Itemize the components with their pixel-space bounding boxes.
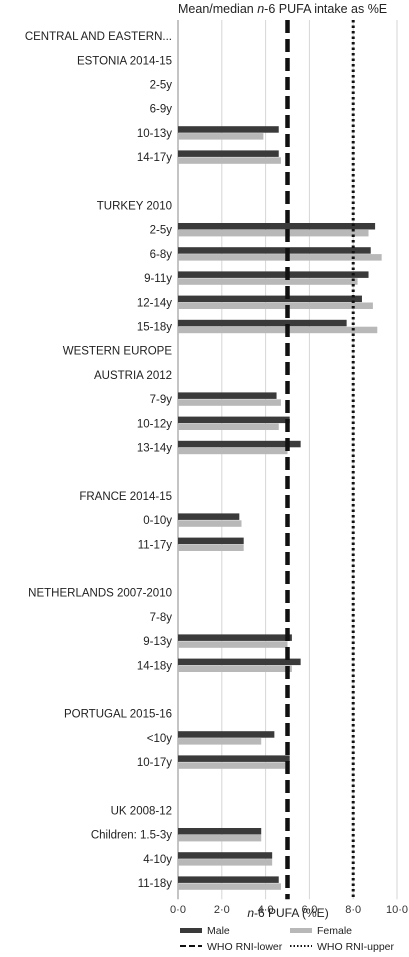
bar-male bbox=[178, 537, 244, 545]
category-label: 11-17y bbox=[138, 539, 173, 551]
bar-male bbox=[178, 247, 371, 254]
group-header: TURKEY 2010 bbox=[97, 201, 172, 213]
legend-label: Female bbox=[317, 925, 352, 937]
legend-male: Male bbox=[180, 925, 230, 937]
category-label: 10-12y bbox=[137, 418, 172, 430]
category-label: 9-13y bbox=[143, 636, 172, 648]
bar-male bbox=[178, 223, 376, 230]
bar-female bbox=[178, 447, 288, 455]
legend-who-rni-lower: WHO RNI-lower bbox=[180, 941, 283, 953]
bar-female bbox=[178, 423, 279, 430]
x-tick-labels: 0·0 2·0 4·0 6·0 8·0 10·0 bbox=[170, 904, 408, 916]
x-axis-title: n-6 PUFA (%E) bbox=[247, 906, 328, 920]
group-header: WESTERN EUROPE bbox=[63, 346, 173, 358]
bar-male bbox=[178, 295, 362, 303]
group-header: PORTUGAL 2015-16 bbox=[64, 709, 172, 721]
x-tick-label: 0·0 bbox=[170, 904, 186, 916]
bar-male bbox=[178, 852, 273, 859]
bar-male bbox=[178, 755, 290, 762]
bar-female bbox=[178, 859, 273, 866]
group-header: UK 2008-12 bbox=[111, 806, 172, 818]
category-label: 14-17y bbox=[137, 152, 172, 164]
group-header: AUSTRIA 2012 bbox=[94, 370, 172, 382]
bar-male bbox=[178, 658, 301, 666]
reference-lines bbox=[285, 20, 355, 900]
group-header: ESTONIA 2014-15 bbox=[77, 55, 172, 67]
x-tick-label: 10·0 bbox=[386, 904, 408, 916]
bar-male bbox=[178, 319, 347, 327]
bar-male bbox=[178, 392, 277, 399]
category-label: 4-10y bbox=[143, 854, 172, 866]
category-label: 12-14y bbox=[137, 297, 172, 309]
bar-male bbox=[178, 876, 279, 883]
legend-swatch bbox=[290, 928, 312, 933]
bar-female bbox=[178, 133, 264, 140]
bar-male bbox=[178, 416, 290, 424]
x-tick-label: 6·0 bbox=[301, 904, 317, 916]
legend-who-rni-upper: WHO RNI-upper bbox=[290, 941, 395, 953]
category-label: 0-10y bbox=[143, 515, 172, 527]
category-label: 6-8y bbox=[150, 249, 173, 261]
legend-label: WHO RNI-lower bbox=[207, 941, 283, 953]
bar-female bbox=[178, 883, 281, 890]
legend-label: WHO RNI-upper bbox=[317, 941, 395, 953]
category-label: 2-5y bbox=[150, 80, 173, 92]
legend-label: Male bbox=[207, 925, 230, 937]
x-tick-label: 8·0 bbox=[345, 904, 361, 916]
bar-female bbox=[178, 302, 373, 309]
bar-male bbox=[178, 731, 275, 738]
bar-female bbox=[178, 641, 288, 648]
category-label: 2-5y bbox=[150, 225, 173, 237]
category-label: 9-11y bbox=[144, 273, 172, 285]
legend-female: Female bbox=[290, 925, 352, 937]
bar-female bbox=[178, 738, 262, 745]
category-label: 10-17y bbox=[137, 757, 172, 769]
bar-female bbox=[178, 520, 242, 527]
category-label: 15-18y bbox=[137, 322, 172, 334]
group-header: NETHERLANDS 2007-2010 bbox=[28, 588, 172, 600]
category-label: 13-14y bbox=[137, 443, 172, 455]
category-label: 11-18y bbox=[138, 878, 173, 890]
category-label: 7-8y bbox=[150, 612, 173, 624]
legend: Male Female WHO RNI-lower WHO RNI-upper bbox=[180, 925, 395, 953]
category-label: 14-18y bbox=[137, 660, 172, 672]
legend-swatch bbox=[180, 928, 202, 933]
bar-male bbox=[178, 271, 369, 278]
bar-female bbox=[178, 254, 382, 261]
chart-title: Mean/median n-6 PUFA intake as %E bbox=[178, 2, 387, 16]
bar-male bbox=[178, 126, 279, 133]
gridlines bbox=[177, 20, 398, 900]
category-label: 10-13y bbox=[137, 128, 172, 140]
group-header: CENTRAL AND EASTERN... bbox=[25, 31, 172, 43]
bar-male bbox=[178, 150, 279, 157]
x-tick-label: 4·0 bbox=[258, 904, 274, 916]
category-label: <10y bbox=[147, 733, 173, 745]
bar-male bbox=[178, 440, 301, 448]
group-header: FRANCE 2014-15 bbox=[79, 491, 172, 503]
bar-female bbox=[178, 229, 369, 237]
bars bbox=[178, 126, 382, 890]
bar-female bbox=[178, 834, 262, 842]
bar-male bbox=[178, 513, 240, 520]
bar-female bbox=[178, 157, 281, 164]
bar-female bbox=[178, 665, 292, 672]
x-tick-label: 2·0 bbox=[214, 904, 230, 916]
bar-female bbox=[178, 278, 358, 285]
bar-female bbox=[178, 544, 244, 551]
category-label: 7-9y bbox=[150, 394, 173, 406]
category-labels: CENTRAL AND EASTERN... ESTONIA 2014-15 2-5… bbox=[25, 31, 173, 890]
bar-female bbox=[178, 762, 286, 769]
bar-male bbox=[178, 828, 262, 835]
bar-male bbox=[178, 634, 292, 641]
bar-female bbox=[178, 399, 281, 406]
category-label: 6-9y bbox=[150, 104, 173, 116]
category-label: Children: 1.5-3y bbox=[91, 830, 172, 842]
bar-female bbox=[178, 326, 378, 334]
